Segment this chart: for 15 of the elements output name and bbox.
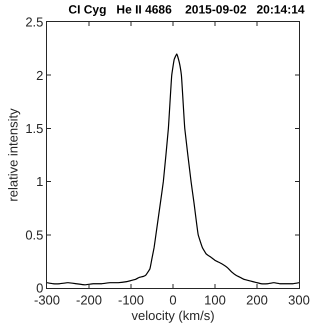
- line-series: [47, 53, 299, 286]
- y-tick-label: 2.5: [25, 14, 44, 30]
- x-tick-label: 0: [169, 292, 177, 308]
- y-tick-label: 1.5: [25, 120, 44, 136]
- x-tick-label: 300: [288, 292, 310, 308]
- y-tick-label: 2: [36, 68, 44, 83]
- chart-title: CI Cyg He II 4686 2015-09-02 20:14:14: [68, 2, 305, 16]
- x-tick-label: -100: [118, 292, 144, 308]
- x-tick-label: -200: [76, 292, 102, 308]
- x-tick-label: 100: [204, 292, 226, 308]
- y-tick-label: 0.5: [25, 227, 44, 242]
- y-axis-title: relative intensity: [5, 108, 20, 202]
- y-tick-label: 1: [36, 174, 44, 190]
- x-tick-label: 200: [246, 292, 268, 308]
- x-axis-title: velocity (km/s): [131, 308, 215, 324]
